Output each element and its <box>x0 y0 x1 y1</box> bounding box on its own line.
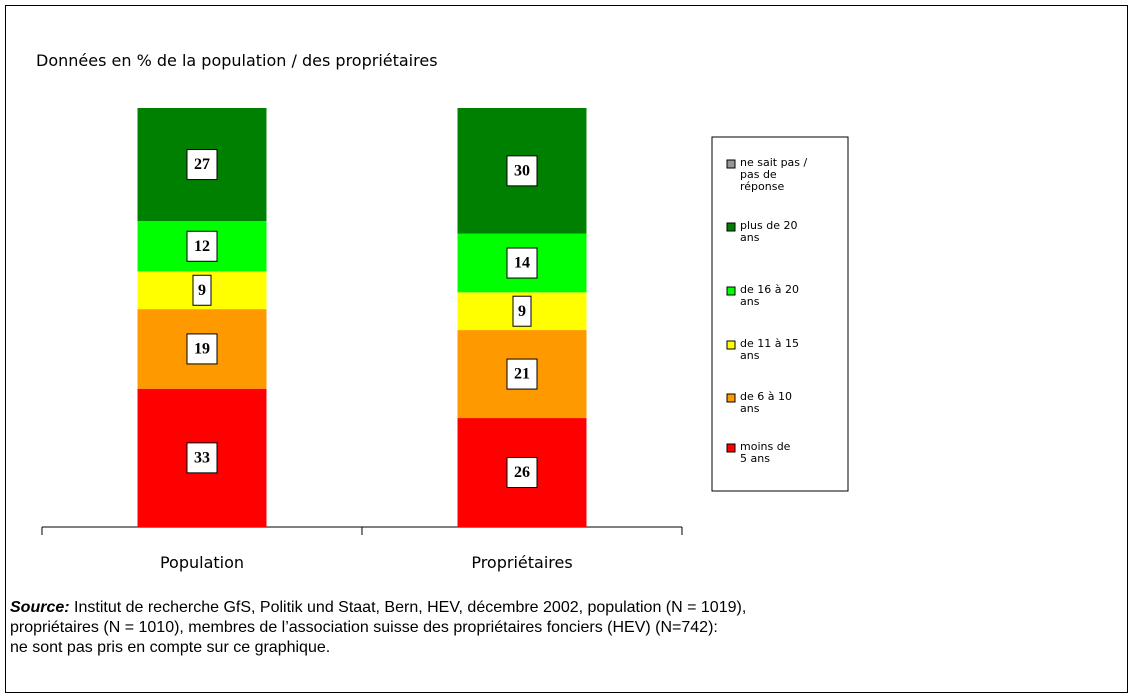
value-label: 9 <box>518 303 526 320</box>
legend-entry: plus de 20 ans <box>740 220 798 244</box>
legend-swatch <box>726 286 736 296</box>
legend-entry: ne sait pas / pas de réponse <box>740 157 808 193</box>
legend-swatch <box>726 222 736 232</box>
value-label-box <box>506 358 538 390</box>
legend-swatch <box>726 443 736 453</box>
value-label-box <box>192 274 212 306</box>
source-label: Source: <box>10 599 70 616</box>
source: Source: Institut de recherche GfS, Polit… <box>10 598 1110 658</box>
legend-box <box>711 136 849 492</box>
value-label-box <box>506 247 538 279</box>
value-label: 30 <box>514 163 530 180</box>
value-label-box <box>506 155 538 187</box>
source-line: propriétaires (N = 1010), membres de l’a… <box>10 619 718 636</box>
value-label-box <box>186 230 218 262</box>
legend-entry: de 11 à 15 ans <box>740 338 799 362</box>
value-label: 19 <box>194 341 210 358</box>
chart: Données en % de la population / des prop… <box>36 51 849 572</box>
legend-entry: de 6 à 10 ans <box>740 391 792 415</box>
value-label-box <box>186 333 218 365</box>
value-label: 9 <box>198 282 206 299</box>
legend-swatch <box>726 159 736 169</box>
legend-entry: moins de 5 ans <box>740 441 791 465</box>
frame <box>5 5 1128 693</box>
value-label-box <box>506 457 538 489</box>
value-label: 21 <box>514 366 530 383</box>
legend-swatch <box>726 393 736 403</box>
legend-entry: de 16 à 20 ans <box>740 284 799 308</box>
chart-title: Données en % de la population / des prop… <box>36 51 438 70</box>
x-tick-label: Population <box>160 553 244 572</box>
legend-label: de 6 à 10 ans <box>740 391 792 415</box>
legend-label: plus de 20 ans <box>740 220 798 244</box>
value-label-box <box>186 149 218 181</box>
value-label: 33 <box>194 450 210 467</box>
source-line: Institut de recherche GfS, Politik und S… <box>74 599 747 616</box>
value-label: 26 <box>514 464 530 481</box>
value-label-box <box>186 442 218 474</box>
legend-label: ne sait pas / pas de réponse <box>740 157 808 193</box>
legend-label: moins de 5 ans <box>740 441 791 465</box>
x-tick-label: Propriétaires <box>471 553 572 572</box>
value-label-box <box>512 295 532 327</box>
value-label: 12 <box>194 238 210 255</box>
value-label: 14 <box>514 255 530 272</box>
legend-label: de 11 à 15 ans <box>740 338 799 362</box>
source-line: ne sont pas pris en compte sur ce graphi… <box>10 639 331 656</box>
legend-label: de 16 à 20 ans <box>740 284 799 308</box>
legend-swatch <box>726 340 736 350</box>
value-label: 27 <box>194 156 210 173</box>
